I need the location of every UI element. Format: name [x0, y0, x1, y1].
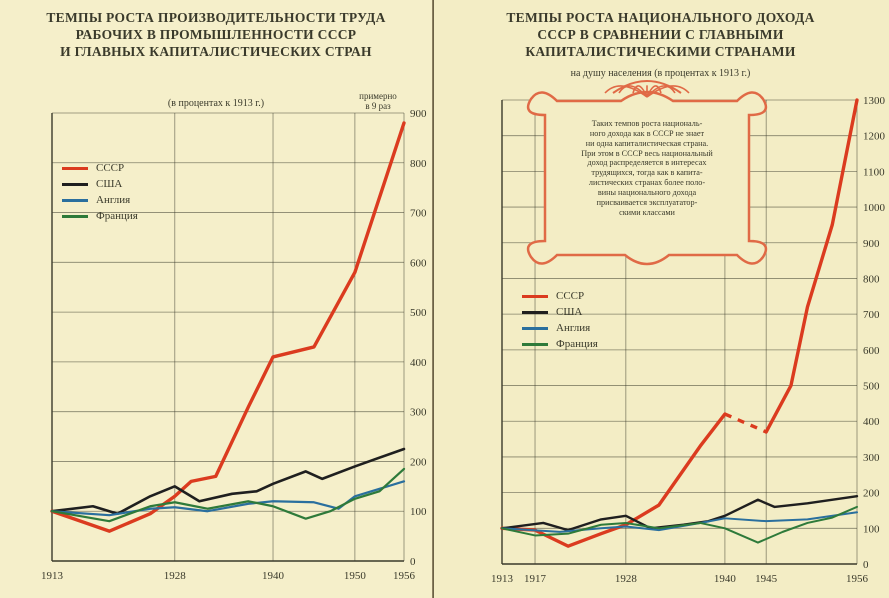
left-ytick: 400 — [410, 357, 427, 369]
right-legend-row: Англия — [522, 322, 598, 334]
left-legend-swatch — [62, 183, 88, 186]
right-legend-label: СССР — [556, 290, 584, 302]
right-legend-swatch — [522, 327, 548, 330]
right-legend-row: США — [522, 306, 598, 318]
left-ytick: 900 — [410, 108, 427, 120]
right-chart: 0 100 200 300 400 500 600 700 800 900 1000 1100 1200… — [432, 0, 889, 598]
left-legend: СССР США Англия Франция — [62, 162, 138, 226]
left-chart: 0 100 200 300 400 500 600 700 800 900 1913 1928 1940… — [0, 0, 432, 598]
left-ytick: 0 — [410, 556, 416, 568]
right-ytick: 1100 — [863, 166, 885, 178]
left-legend-label: СССР — [96, 162, 124, 174]
left-legend-row: США — [62, 178, 138, 190]
right-legend-swatch — [522, 295, 548, 298]
left-ytick: 100 — [410, 506, 427, 518]
right-legend-label: США — [556, 306, 582, 318]
right-xtick: 1913 — [491, 573, 514, 585]
right-line-СССР-gap — [725, 414, 766, 432]
right-legend-label: Англия — [556, 322, 590, 334]
panel-right: ТЕМПЫ РОСТА НАЦИОНАЛЬНОГО ДОХОДА СССР В … — [432, 0, 889, 598]
left-xtick: 1913 — [41, 570, 64, 582]
right-xtick: 1956 — [846, 573, 869, 585]
left-ytick: 300 — [410, 407, 427, 419]
right-ytick: 1000 — [863, 202, 886, 214]
right-ytick: 400 — [863, 416, 880, 428]
right-xtick: 1917 — [524, 573, 547, 585]
right-ytick: 500 — [863, 381, 880, 393]
page-divider — [432, 0, 434, 598]
left-xtick: 1928 — [164, 570, 187, 582]
right-legend-row: Франция — [522, 338, 598, 350]
right-xtick: 1940 — [714, 573, 737, 585]
left-legend-label: США — [96, 178, 122, 190]
left-legend-label: Англия — [96, 194, 130, 206]
right-legend-row: СССР — [522, 290, 598, 302]
left-legend-label: Франция — [96, 210, 138, 222]
left-legend-row: Англия — [62, 194, 138, 206]
right-ytick: 1300 — [863, 95, 886, 107]
right-ytick: 100 — [863, 523, 880, 535]
left-xtick: 1940 — [262, 570, 285, 582]
right-line-Англия — [502, 512, 857, 532]
right-legend-label: Франция — [556, 338, 598, 350]
right-ytick: 0 — [863, 559, 869, 571]
right-ytick: 600 — [863, 345, 880, 357]
left-ytick: 200 — [410, 456, 427, 468]
left-xtick: 1956 — [393, 570, 416, 582]
right-ytick: 200 — [863, 488, 880, 500]
left-legend-swatch — [62, 215, 88, 218]
right-line-СССР — [502, 414, 725, 546]
cartouche-text: Таких темпов роста националь- ного доход… — [547, 119, 747, 217]
right-legend: СССР США Англия Франция — [522, 290, 598, 354]
left-ytick: 800 — [410, 158, 427, 170]
left-legend-swatch — [62, 167, 88, 170]
right-line-Франция — [502, 507, 857, 543]
left-legend-swatch — [62, 199, 88, 202]
right-legend-swatch — [522, 343, 548, 346]
left-xtick: 1950 — [344, 570, 367, 582]
left-ytick: 700 — [410, 208, 427, 220]
left-legend-row: СССР — [62, 162, 138, 174]
right-ytick: 1200 — [863, 131, 886, 143]
right-ytick: 300 — [863, 452, 880, 464]
right-line-СССР — [766, 100, 857, 432]
left-legend-row: Франция — [62, 210, 138, 222]
panel-left: ТЕМПЫ РОСТА ПРОИЗВОДИТЕЛЬНОСТИ ТРУДА РАБ… — [0, 0, 432, 598]
right-xtick: 1928 — [615, 573, 638, 585]
right-xtick: 1945 — [755, 573, 778, 585]
right-ytick: 700 — [863, 309, 880, 321]
right-ytick: 800 — [863, 273, 880, 285]
right-ytick: 900 — [863, 238, 880, 250]
left-ytick: 500 — [410, 307, 427, 319]
left-ytick: 600 — [410, 257, 427, 269]
right-legend-swatch — [522, 311, 548, 314]
